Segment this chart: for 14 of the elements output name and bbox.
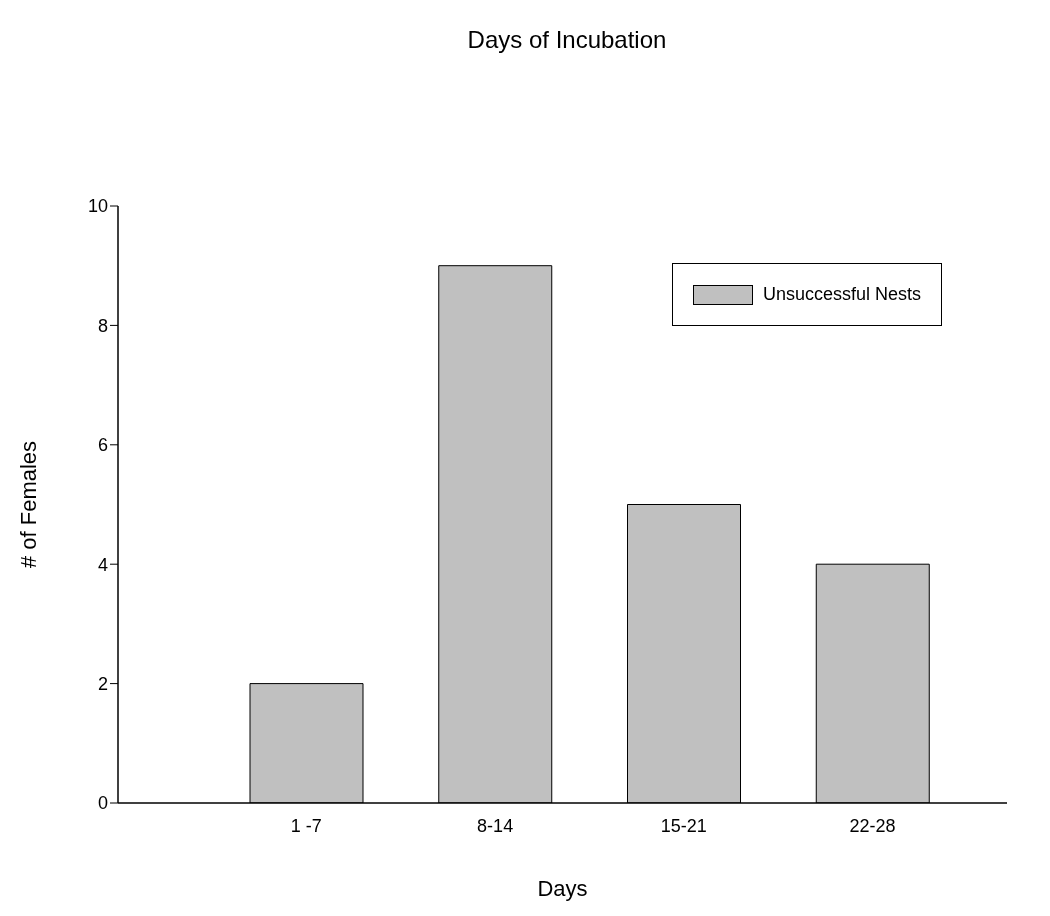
x-tick-label: 8-14	[477, 815, 514, 836]
y-tick-label: 0	[97, 793, 108, 814]
x-axis-title: Days	[537, 876, 588, 901]
y-tick-label: 4	[97, 554, 108, 575]
y-tick-label: 8	[97, 315, 108, 336]
y-tick-label: 2	[97, 673, 108, 694]
y-axis-title: # of Females	[15, 440, 41, 569]
x-tick-label: 15-21	[660, 815, 707, 836]
y-tick-label: 6	[97, 435, 108, 456]
x-tick-label: 22-28	[849, 815, 896, 836]
chart-title: Days of Incubation	[466, 26, 668, 54]
x-tick-label: 1 -7	[290, 815, 322, 836]
y-tick-label: 10	[87, 196, 108, 217]
legend-label: Unsuccessful Nests	[762, 284, 921, 305]
